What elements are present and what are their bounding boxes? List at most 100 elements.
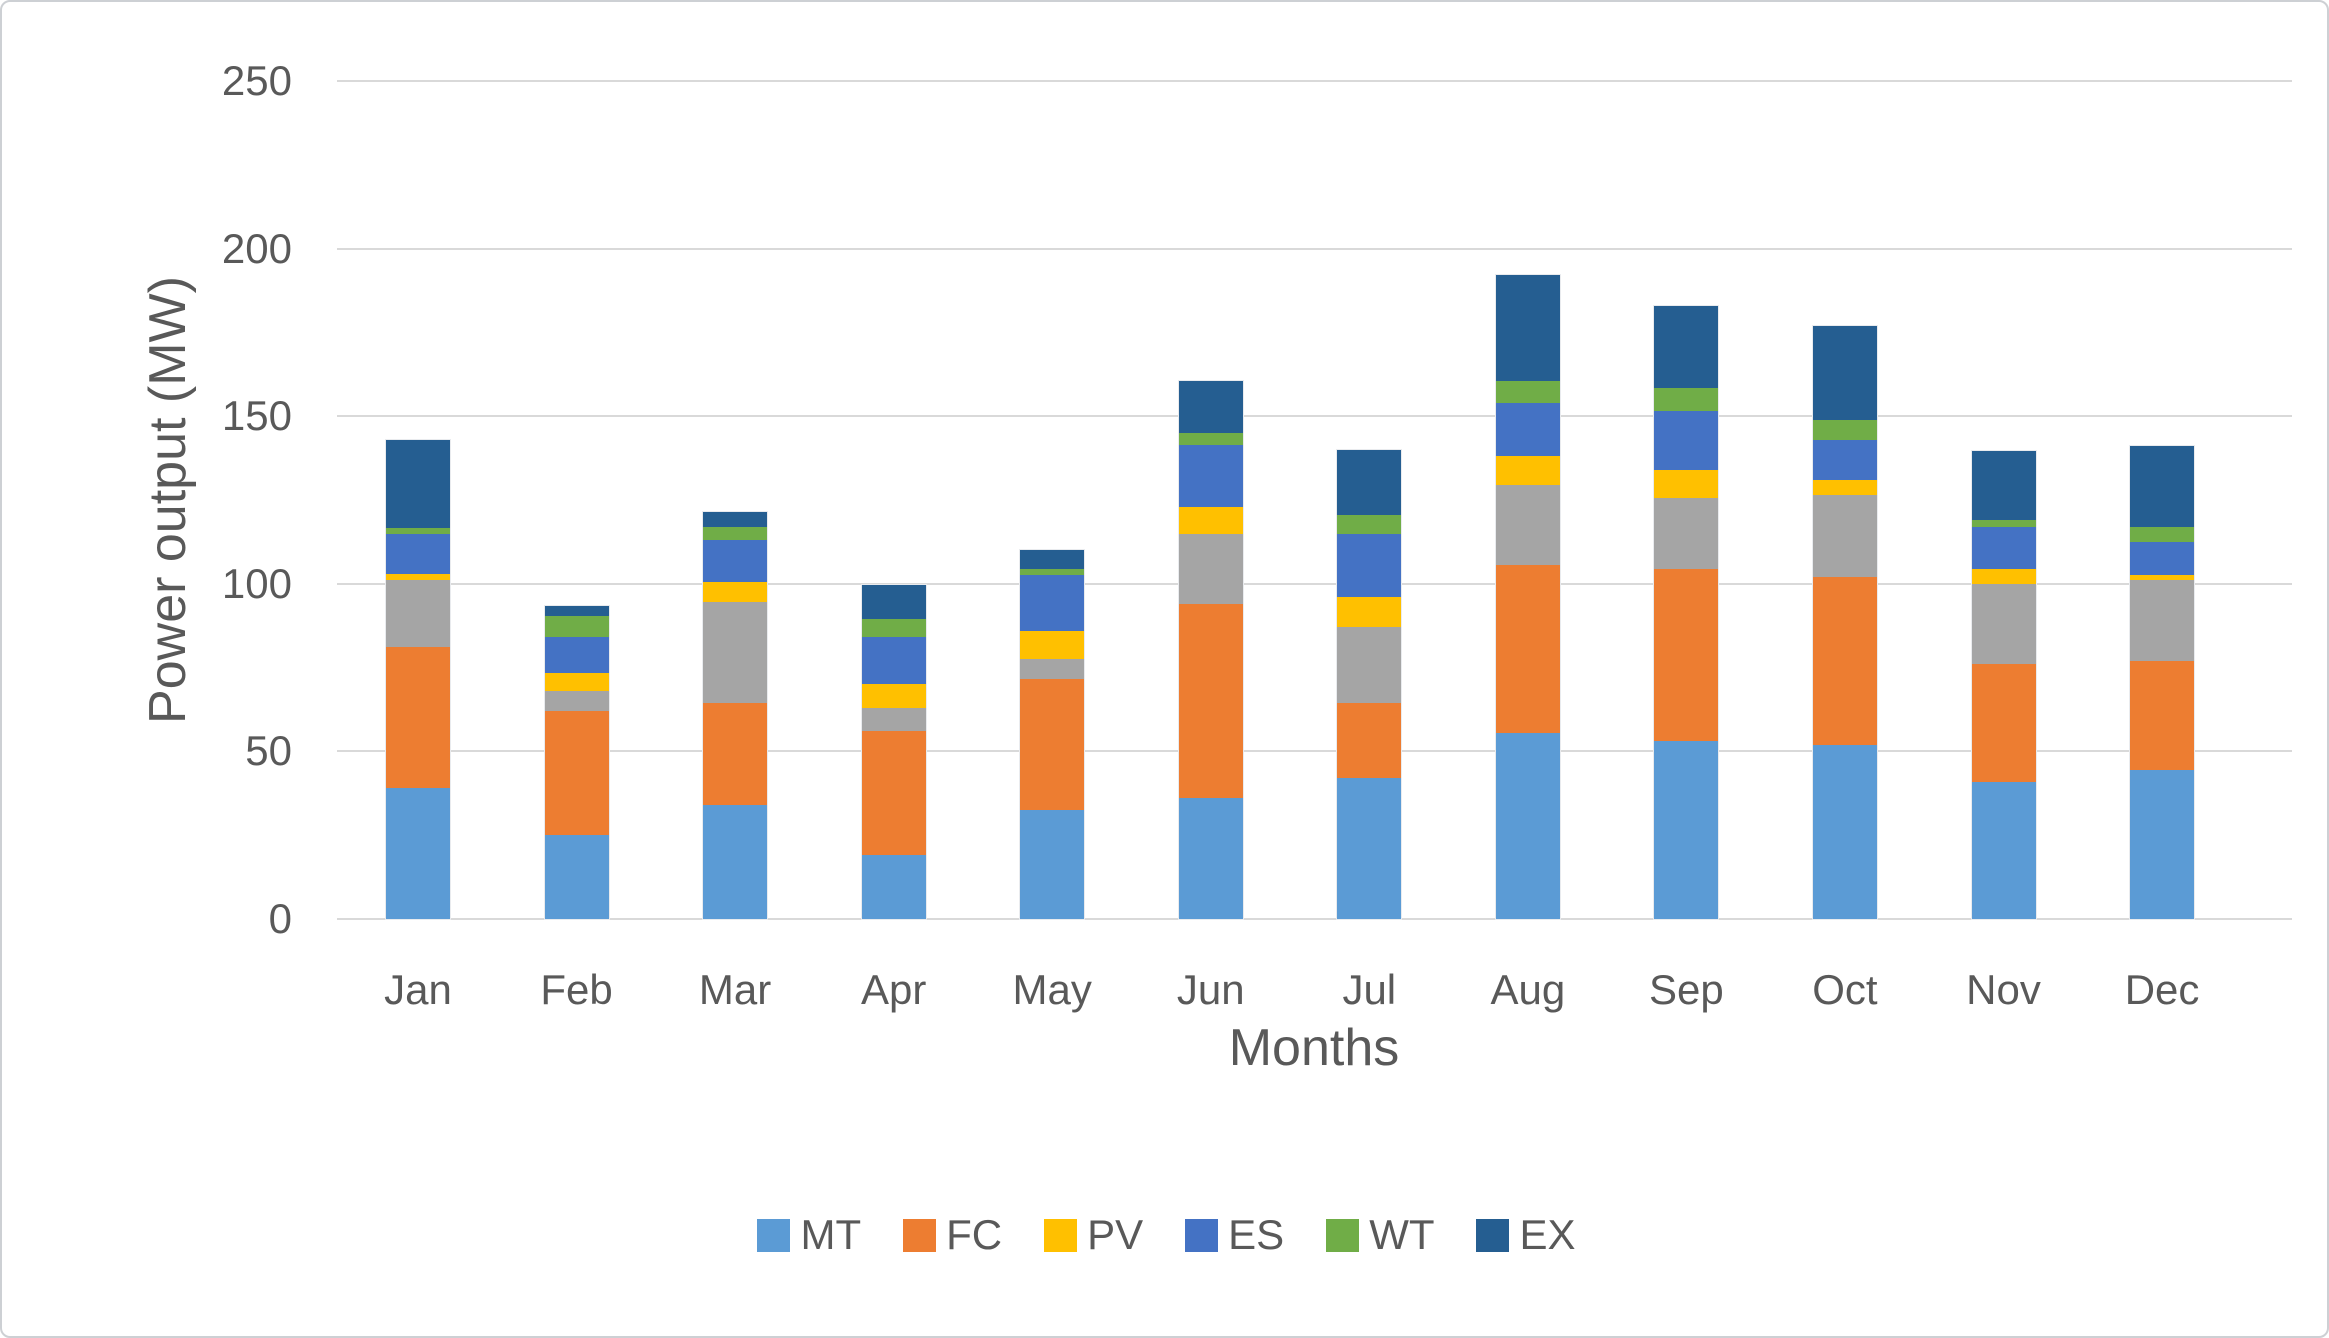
bar-segment-EX-Feb <box>544 605 609 616</box>
legend-swatch-EX <box>1476 1218 1510 1252</box>
x-tick-label-Nov: Nov <box>1966 966 2041 1013</box>
bar-segment-MT-Sep <box>1654 741 1719 919</box>
bar-segment-WT-Dec <box>2130 526 2195 542</box>
bar-segment-WT-Apr <box>861 618 926 638</box>
legend-label-PV: PV <box>1087 1211 1144 1258</box>
bar-segment-MT-Apr <box>861 855 926 919</box>
gridline-200 <box>337 247 2292 250</box>
y-tick-label-0: 0 <box>268 895 292 942</box>
bar-segment-PV-May <box>1020 630 1085 660</box>
legend-swatch-WT <box>1326 1218 1360 1252</box>
bar-segment-EX-Jun <box>1178 381 1243 433</box>
bar-segment-ES-Aug <box>1495 402 1560 457</box>
bar-segment-MT-Jan <box>386 788 450 919</box>
bar-segment-FC-Mar <box>703 702 768 806</box>
bar-segment-unlabeled-gray-Feb <box>544 691 609 712</box>
legend-label-WT: WT <box>1369 1211 1435 1258</box>
x-axis-title: Months <box>1228 1019 1400 1077</box>
bar-segment-unlabeled-gray-Mar <box>703 602 768 703</box>
bar-segment-FC-Jun <box>1178 603 1243 799</box>
x-tick-label-May: May <box>1012 966 1092 1013</box>
bar-segment-PV-Jan <box>386 573 450 581</box>
bar-segment-EX-Dec <box>2130 446 2195 527</box>
legend-item-PV: PV <box>1044 1211 1143 1259</box>
bar-segment-ES-Jun <box>1178 444 1243 507</box>
bar-segment-ES-Jul <box>1337 533 1402 598</box>
bar-segment-WT-May <box>1020 568 1085 576</box>
y-tick-label-200: 200 <box>221 224 292 272</box>
bar-segment-ES-Nov <box>1971 526 2036 569</box>
bar-segment-ES-Feb <box>544 637 609 673</box>
x-tick-label-Oct: Oct <box>1812 966 1878 1013</box>
bar-segment-unlabeled-gray-Nov <box>1971 583 2036 665</box>
bar-segment-FC-Sep <box>1654 568 1719 742</box>
bar-segment-WT-Jul <box>1337 515 1402 534</box>
bar-segment-PV-Feb <box>544 672 609 692</box>
legend-swatch-PV <box>1044 1218 1078 1252</box>
bar-segment-unlabeled-gray-Jul <box>1337 627 1402 703</box>
bar-segment-MT-Dec <box>2130 769 2195 919</box>
x-tick-label-Sep: Sep <box>1649 966 1724 1013</box>
y-axis-title: Power output (MW) <box>139 276 197 724</box>
bar-segment-unlabeled-gray-Dec <box>2130 580 2195 661</box>
x-tick-label-Aug: Aug <box>1490 966 1566 1013</box>
bar-segment-MT-Aug <box>1495 732 1560 919</box>
y-tick-label-100: 100 <box>221 559 292 607</box>
bar-segment-unlabeled-gray-Jan <box>386 580 450 648</box>
bar-segment-EX-Jul <box>1337 449 1402 516</box>
bar-segment-FC-Nov <box>1971 664 2036 782</box>
bar-segment-ES-Dec <box>2130 541 2195 576</box>
gridline-100 <box>337 582 2292 585</box>
y-tick-label-50: 50 <box>245 727 292 775</box>
bar-segment-PV-Oct <box>1812 479 1877 495</box>
bar-segment-WT-Oct <box>1812 419 1877 440</box>
bar-segment-PV-Aug <box>1495 456 1560 485</box>
legend-item-WT: WT <box>1326 1211 1434 1259</box>
bar-segment-unlabeled-gray-Jun <box>1178 533 1243 604</box>
bar-segment-MT-Mar <box>703 805 768 919</box>
x-tick-label-Feb: Feb <box>540 966 613 1013</box>
x-tick-label-Jul: Jul <box>1342 966 1397 1013</box>
legend: MT FC PV ES WT EX <box>2 1205 2327 1265</box>
legend-swatch-FC <box>903 1218 937 1252</box>
bar-segment-unlabeled-gray-May <box>1020 659 1085 680</box>
bar-segment-FC-Apr <box>861 731 926 856</box>
x-tick-label-Jun: Jun <box>1176 966 1245 1013</box>
legend-label-EX: EX <box>1519 1211 1576 1258</box>
bar-segment-PV-Apr <box>861 684 926 708</box>
bar-segment-ES-Mar <box>703 540 768 583</box>
bar-segment-ES-Sep <box>1654 411 1719 470</box>
bar-segment-EX-May <box>1020 550 1085 569</box>
gridline-150 <box>337 415 2292 418</box>
bar-segment-MT-Feb <box>544 835 609 919</box>
legend-swatch-MT <box>757 1218 791 1252</box>
legend-item-EX: EX <box>1476 1211 1576 1259</box>
bar-segment-FC-May <box>1020 679 1085 811</box>
bar-segment-ES-May <box>1020 575 1085 631</box>
bar-segment-unlabeled-gray-Oct <box>1812 494 1877 578</box>
bar-segment-PV-Jun <box>1178 506 1243 534</box>
bar-segment-FC-Oct <box>1812 577 1877 745</box>
legend-item-ES: ES <box>1185 1211 1284 1259</box>
bar-segment-ES-Oct <box>1812 439 1877 480</box>
bar-segment-FC-Jan <box>386 647 450 789</box>
bar-segment-WT-Jan <box>386 528 450 534</box>
bar-segment-EX-Apr <box>861 585 926 619</box>
bar-segment-unlabeled-gray-Apr <box>861 707 926 732</box>
x-tick-label-Mar: Mar <box>698 966 772 1013</box>
bar-segment-PV-Jul <box>1337 597 1402 628</box>
bar-segment-PV-Nov <box>1971 568 2036 584</box>
bar-segment-PV-Mar <box>703 582 768 603</box>
bar-segment-WT-Nov <box>1971 520 2036 527</box>
x-tick-label-Jan: Jan <box>384 966 452 1013</box>
bar-segment-WT-Feb <box>544 615 609 638</box>
legend-item-MT: MT <box>757 1211 861 1259</box>
bar-segment-MT-Jun <box>1178 798 1243 919</box>
legend-item-FC: FC <box>903 1211 1002 1259</box>
bar-segment-WT-Sep <box>1654 387 1719 412</box>
bar-segment-FC-Aug <box>1495 565 1560 733</box>
bar-segment-MT-May <box>1020 810 1085 919</box>
bar-segment-EX-Sep <box>1654 305 1719 388</box>
bar-segment-FC-Jul <box>1337 702 1402 779</box>
